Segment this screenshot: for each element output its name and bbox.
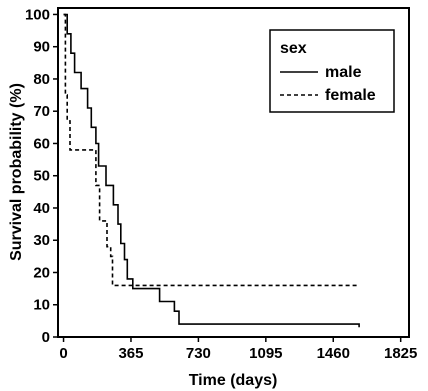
axis-ticks: 0 10 20 30 40 50 60 70 80 90 100 0 365 730 1095 1460 182… (25, 6, 417, 362)
y-tick-label: 90 (33, 39, 50, 56)
x-tick-label: 365 (118, 345, 143, 362)
x-tick-label: 1095 (249, 345, 282, 362)
legend-label-male: male (325, 64, 362, 81)
y-tick-label: 40 (33, 200, 50, 217)
legend-label-female: female (325, 87, 376, 104)
x-tick-label: 1460 (317, 345, 350, 362)
y-axis-title: Survival probability (%) (8, 83, 25, 261)
series-line-male (63, 13, 360, 328)
series-line-female (63, 13, 360, 287)
legend: sex male female (269, 29, 395, 113)
plot-frame (57, 7, 410, 338)
y-tick-label: 60 (33, 135, 50, 152)
y-tick-label: 0 (42, 329, 50, 346)
x-tick-label: 730 (186, 345, 211, 362)
x-tick-label: 1825 (384, 345, 417, 362)
y-tick-label: 50 (33, 168, 50, 185)
y-tick-label: 100 (25, 6, 50, 23)
x-tick-label: 0 (59, 345, 67, 362)
y-tick-label: 10 (33, 297, 50, 314)
y-tick-label: 20 (33, 264, 50, 281)
y-tick-label: 70 (33, 103, 50, 120)
legend-title: sex (280, 40, 307, 57)
y-tick-label: 30 (33, 232, 50, 249)
series-lines (63, 13, 360, 328)
legend-box (269, 29, 395, 113)
x-axis-title: Time (days) (189, 372, 278, 389)
y-tick-label: 80 (33, 71, 50, 88)
